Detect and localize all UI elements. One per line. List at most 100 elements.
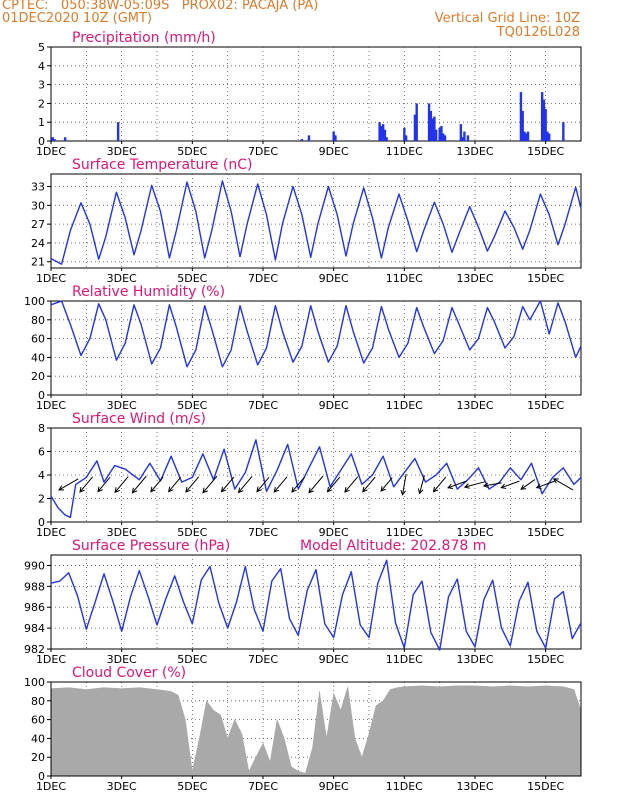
wind-arrow-head [220, 486, 227, 493]
x-tick-label: 15DEC [527, 272, 564, 285]
y-tick-label: 100 [24, 295, 45, 308]
wind-arrow [344, 476, 359, 493]
x-tick-label: 7DEC [248, 145, 278, 158]
x-tick-label: 13DEC [456, 780, 493, 793]
panel-frame [50, 46, 582, 142]
y-tick-label: 100 [24, 676, 45, 689]
x-tick-label: 5DEC [177, 272, 207, 285]
x-tick-label: 5DEC [177, 145, 207, 158]
precip-bar [53, 139, 56, 141]
wind-arrow-head [520, 484, 527, 490]
wind-arrow-head [535, 483, 542, 489]
precip-bar [63, 137, 67, 141]
wind-arrow-head [500, 483, 507, 489]
x-tick-label: 13DEC [456, 653, 493, 666]
y-tick-label: 40 [31, 732, 45, 745]
x-tick-label: 15DEC [527, 399, 564, 412]
precip-bar [334, 135, 337, 141]
x-tick-label: 15DEC [527, 526, 564, 539]
wind-arrow [483, 482, 502, 487]
precip-bar [443, 135, 447, 141]
wind-arrow [380, 477, 393, 492]
precip-bar [562, 122, 565, 141]
x-tick-label: 7DEC [248, 780, 278, 793]
wind-arrow [185, 476, 200, 493]
wind-arrow-head [291, 486, 297, 493]
y-tick-label: 40 [31, 351, 45, 364]
wind-arrow-head [417, 488, 424, 495]
panel-5: 0 20 40 60 80 100 1DEC 3DEC 5DEC 7DEC 9DEC 11DEC 13D… [24, 665, 582, 793]
precip-bar [300, 139, 304, 141]
wind-arrow-head [552, 478, 559, 484]
precip-bar [427, 103, 431, 141]
series-line [50, 439, 582, 518]
panel-frame [50, 300, 582, 396]
precip-bar [385, 137, 388, 141]
panel-frame-top [50, 681, 582, 777]
x-tick-label: 7DEC [248, 526, 278, 539]
precip-bar [431, 118, 434, 141]
wind-arrow [58, 478, 79, 491]
wind-arrow [202, 475, 218, 493]
y-tick-label: 8 [38, 422, 45, 435]
precip-bar [403, 127, 406, 141]
y-tick-label: 3 [38, 79, 45, 92]
precip-bar [459, 124, 463, 141]
y-tick-label: 984 [24, 622, 45, 635]
panel-0: 0 1 2 3 4 5 1DEC 3DEC 5DEC 7DEC 9DEC 11DEC 13DEC 15DE… [36, 30, 582, 158]
x-tick-label: 5DEC [177, 399, 207, 412]
wind-arrow [433, 476, 447, 493]
x-tick-label: 1DEC [36, 272, 66, 285]
header-model-code: TQ0126L028 [496, 25, 580, 40]
wind-arrow-head [482, 482, 489, 489]
precip-bar [116, 122, 120, 141]
y-tick-label: 20 [31, 370, 45, 383]
y-tick-label: 80 [31, 314, 45, 327]
wind-arrow-head [79, 486, 85, 493]
wind-arrow [327, 476, 341, 493]
wind-arrow [168, 476, 182, 492]
precip-bar [307, 135, 311, 141]
wind-arrow-head [97, 486, 103, 493]
x-tick-label: 13DEC [456, 399, 493, 412]
wind-arrow [520, 479, 536, 490]
x-tick-label: 1DEC [36, 653, 66, 666]
precip-bar [521, 110, 524, 141]
precip-bar [440, 125, 443, 141]
wind-arrow [402, 473, 407, 495]
precip-bar [466, 135, 470, 141]
panel-title: Surface Temperature (nC) [72, 157, 253, 173]
wind-arrow [256, 476, 270, 492]
panel-title: Relative Humidity (%) [72, 284, 225, 300]
wind-arrow-head [202, 487, 208, 494]
panel-title: Precipitation (mm/h) [72, 30, 216, 46]
x-tick-label: 13DEC [456, 145, 493, 158]
precip-bar [404, 135, 408, 141]
x-tick-label: 7DEC [248, 272, 278, 285]
wind-arrow-head [400, 489, 407, 496]
wind-arrow-head [273, 486, 280, 493]
x-tick-label: 15DEC [527, 780, 564, 793]
x-tick-label: 5DEC [177, 526, 207, 539]
x-tick-label: 3DEC [107, 272, 137, 285]
panel-1: 21 24 27 30 33 1DEC 3DEC 5DEC 7DEC 9DEC 11DEC 13DEC… [31, 157, 582, 285]
precip-bar [525, 133, 528, 141]
panel-frame [50, 173, 582, 269]
y-tick-label: 0 [38, 389, 45, 402]
x-tick-label: 9DEC [319, 399, 349, 412]
wind-arrow-head [131, 487, 138, 494]
x-tick-label: 11DEC [386, 780, 423, 793]
wind-arrow-head [308, 487, 314, 494]
wind-arrow [97, 476, 111, 492]
y-tick-label: 80 [31, 695, 45, 708]
precip-bar [413, 114, 417, 141]
panel-title: Surface Pressure (hPa) [72, 538, 230, 554]
wind-arrow [362, 476, 376, 493]
x-tick-label: 7DEC [248, 653, 278, 666]
x-tick-label: 9DEC [319, 526, 349, 539]
wind-arrow-head [432, 486, 439, 493]
x-tick-label: 11DEC [386, 526, 423, 539]
x-tick-label: 5DEC [177, 780, 207, 793]
x-tick-label: 11DEC [386, 145, 423, 158]
